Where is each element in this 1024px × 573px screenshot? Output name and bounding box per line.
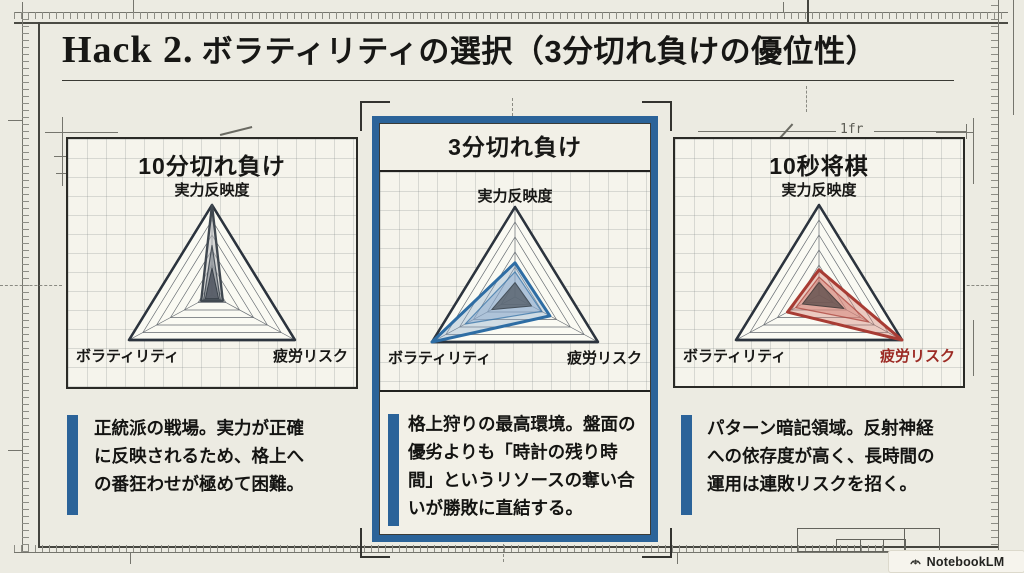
description-10sec: パターン暗記領域。反射神経への依存度が高く、長時間の運用は連敗リスクを招く。 [678, 408, 983, 523]
ruler-top-tick-long-2 [133, 0, 134, 12]
axis-label-volatility: ボラティリティ [683, 348, 787, 365]
radar-svg-10min [127, 203, 297, 342]
panel-10sec: 10秒将棋 実力反映度 ボラティリティ 疲労リスク [673, 137, 965, 388]
sketch-arrow [219, 126, 253, 136]
description-10sec-text: パターン暗記領域。反射神経への依存度が高く、長時間の運用は連敗リスクを招く。 [707, 418, 935, 494]
page-title: Hack 2. ボラティリティの選択（3分切れ負けの優位性） [62, 26, 877, 72]
ruler-left-ticks [22, 12, 29, 552]
description-10min-text: 正統派の戦場。実力が正確に反映されるため、格上への番狂わせが極めて困難。 [94, 418, 304, 494]
ruler-bottom-line [14, 552, 888, 553]
highlight-bracket-tr [642, 101, 672, 131]
title-block-divider [904, 529, 905, 551]
notebooklm-badge-text: NotebookLM [926, 554, 1005, 569]
axis-label-skill: 実力反映度 [477, 188, 553, 205]
ruler-top-ticks [14, 12, 1008, 19]
axis-label-skill: 実力反映度 [781, 182, 857, 199]
description-3min: 格上狩りの最高環境。盤面の優劣よりも「時計の残り時間」というリソースの奪い合いが… [380, 392, 650, 534]
title-block-outer [797, 528, 940, 552]
ruler-top-tick-long-3 [783, 2, 784, 12]
highlight-bracket-br [642, 528, 672, 558]
panel-3min-inner: 3分切れ負け 実力反映度 ボラティリティ 疲労リスク 格上狩りの最高環境。盤面の… [379, 123, 651, 535]
ruler-right-outer-line [1013, 0, 1014, 115]
center-dash-top [512, 98, 513, 116]
ruler-left-tick-long-2 [8, 450, 22, 451]
panel3-corner-v [973, 118, 974, 184]
panel-10min: 10分切れ負け 実力反映度 ボラティリティ 疲労リスク [66, 137, 358, 389]
description-3min-text: 格上狩りの最高環境。盤面の優劣よりも「時計の残り時間」というリソースの奪い合いが… [408, 414, 636, 518]
crosshair-tick-2 [56, 173, 68, 174]
panel-10min-title: 10分切れ負け [138, 153, 286, 179]
description-accent-bar [681, 415, 692, 515]
ruler-bottom-tick-long-2 [677, 552, 678, 564]
panel3-corner-h [936, 132, 973, 133]
axis-label-skill: 実力反映度 [174, 182, 250, 199]
ruler-left-tick-long-1 [8, 120, 22, 121]
ruler-bottom-ticks [14, 545, 888, 552]
ruler-right-ticks [991, 0, 998, 552]
notebooklm-badge: NotebookLM [888, 550, 1024, 573]
title-block-cell-line-1 [860, 540, 861, 551]
panel-10sec-title: 10秒将棋 [769, 153, 869, 179]
highlight-bracket-bl [360, 528, 390, 558]
title-underline [62, 80, 954, 81]
page-title-main: ボラティリティの選択（3分切れ負けの優位性） [201, 34, 878, 69]
highlight-bracket-tl [360, 101, 390, 131]
radar-chart-10sec: 実力反映度 ボラティリティ 疲労リスク [675, 177, 963, 377]
notebooklm-logo-icon [909, 559, 921, 565]
center-dash-right [962, 285, 998, 286]
center-dash-bottom [503, 524, 504, 562]
dim-line-left [698, 131, 836, 132]
ruler-bottom-tick-long-1 [130, 552, 131, 564]
radar-chart-3min: 実力反映度 ボラティリティ 疲労リスク [380, 172, 650, 392]
dim-end-tick [966, 124, 967, 139]
title-block-inner [836, 539, 906, 552]
axis-label-fatigue: 疲労リスク [879, 348, 955, 365]
radar-svg-10sec [734, 203, 904, 342]
dim-label-1fr: 1fr [840, 122, 864, 137]
dim-line-right [874, 131, 966, 132]
ruler-top-tick-long-4 [807, 0, 809, 22]
ruler-top-tick-long-1 [22, 2, 23, 12]
center-dash-title [806, 86, 807, 112]
frame-left-line [38, 22, 40, 546]
frame-top-line [14, 22, 1008, 24]
axis-label-fatigue: 疲労リスク [566, 350, 642, 367]
radar-svg-3min [430, 205, 600, 344]
axis-label-fatigue: 疲労リスク [272, 348, 348, 365]
radar-chart-10min: 実力反映度 ボラティリティ 疲労リスク [68, 177, 356, 377]
panel3-side-mark [973, 320, 974, 376]
axis-label-volatility: ボラティリティ [76, 348, 180, 365]
crosshair-v [62, 117, 63, 186]
crosshair-tick-1 [54, 156, 70, 157]
panel-3min-highlighted: 3分切れ負け 実力反映度 ボラティリティ 疲労リスク 格上狩りの最高環境。盤面の… [372, 116, 658, 542]
center-dash-left [0, 285, 62, 286]
panel-3min-title: 3分切れ負け [380, 124, 650, 172]
description-10min: 正統派の戦場。実力が正確に反映されるため、格上への番狂わせが極めて困難。 [64, 408, 364, 523]
ruler-right-line [998, 0, 999, 552]
crosshair-h [45, 132, 118, 133]
axis-label-volatility: ボラティリティ [388, 350, 492, 367]
description-accent-bar [388, 414, 399, 526]
title-block-cell-line-2 [883, 540, 884, 551]
description-accent-bar [67, 415, 78, 515]
page-title-prefix: Hack 2. [62, 29, 194, 71]
